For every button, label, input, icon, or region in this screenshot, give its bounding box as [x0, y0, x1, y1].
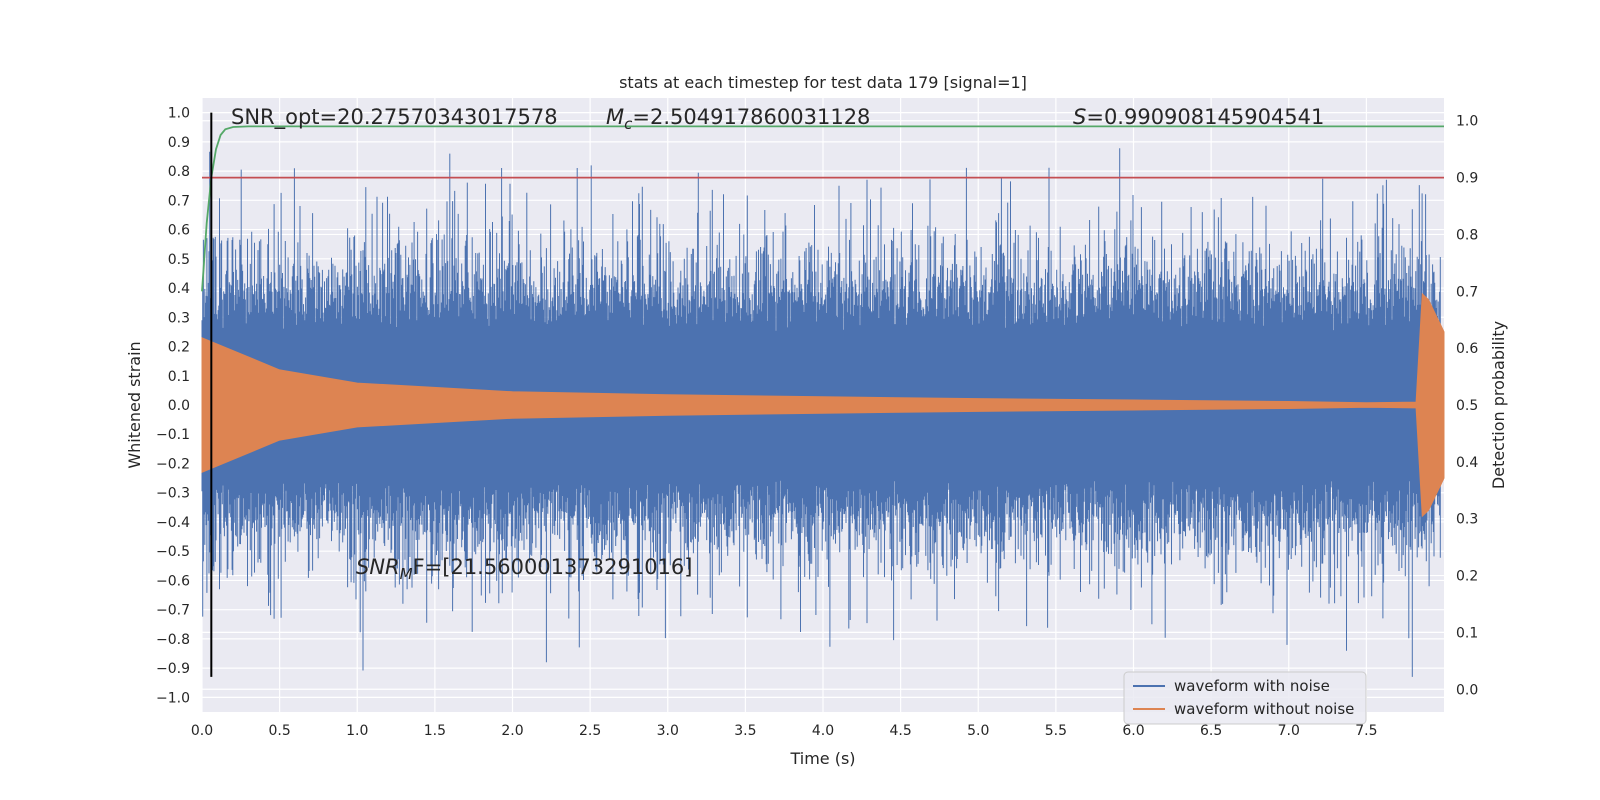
annotation-snr-mf: SNRMF=[21.560001373291016] [356, 555, 692, 583]
y-tick-label-right: 0.3 [1456, 512, 1478, 528]
annotation-s: S=0.990908145904541 [1073, 105, 1324, 129]
y-tick-label: −0.1 [156, 427, 190, 443]
y-tick-label-right: 0.5 [1456, 398, 1478, 414]
y-tick-label: 0.1 [168, 369, 190, 385]
x-tick-label: 6.0 [1122, 723, 1144, 739]
y-ticks-left: 1.0 0.9 0.8 0.7 0.6 0.5 0.4 0.3 0.2 0.1 0.0 −0.1 −0.… [156, 106, 190, 707]
y-tick-label-right: 0.6 [1456, 341, 1478, 357]
x-tick-label: 1.5 [424, 723, 446, 739]
x-tick-label: 0.0 [191, 723, 213, 739]
annotation-chirp-mass-value: =2.504917860031128 [632, 105, 870, 129]
y-tick-label: 0.5 [168, 252, 190, 268]
y-tick-label: −0.3 [156, 486, 190, 502]
x-tick-label: 5.0 [967, 723, 989, 739]
x-axis-label: Time (s) [789, 749, 855, 768]
y-tick-label: 0.0 [168, 398, 190, 414]
y-tick-label-right: 0.8 [1456, 227, 1478, 243]
x-tick-label: 6.5 [1200, 723, 1222, 739]
y-tick-label-right: 0.1 [1456, 625, 1478, 641]
y-tick-label-right: 0.0 [1456, 682, 1478, 698]
x-tick-label: 1.0 [346, 723, 368, 739]
y-tick-label: −0.8 [156, 632, 190, 648]
y-tick-label: 0.9 [168, 135, 190, 151]
y-tick-label: −0.5 [156, 544, 190, 560]
annotation-snr-mf-value: F=[21.560001373291016] [413, 555, 693, 579]
y-tick-label-right: 0.7 [1456, 284, 1478, 300]
x-tick-label: 4.5 [889, 723, 911, 739]
x-tick-label: 3.0 [657, 723, 679, 739]
series-detection-probability [201, 125, 1444, 292]
y-tick-label: 0.4 [168, 281, 190, 297]
x-tick-label: 7.5 [1355, 723, 1377, 739]
y-tick-label: −0.7 [156, 603, 190, 619]
y-ticks-right: 1.0 0.9 0.8 0.7 0.6 0.5 0.4 0.3 0.2 0.1 0.0 [1456, 114, 1478, 699]
x-tick-label: 5.5 [1045, 723, 1067, 739]
x-tick-label: 3.5 [734, 723, 756, 739]
y-tick-label: 0.7 [168, 193, 190, 209]
legend-box [1123, 671, 1367, 725]
chart-title: stats at each timestep for test data 179… [619, 73, 1027, 92]
y-tick-label: −0.6 [156, 573, 190, 589]
y-tick-label: −0.2 [156, 456, 190, 472]
y-axis-label-right: Detection probability [1489, 321, 1508, 489]
y-tick-label: 0.3 [168, 310, 190, 326]
annotation-chirp-mass: Mc=2.504917860031128 [606, 105, 870, 133]
clean-waveform-band [201, 292, 1445, 518]
x-tick-label: 7.0 [1278, 723, 1300, 739]
legend-label-clean: waveform without noise [1174, 700, 1354, 718]
y-tick-label: 0.8 [168, 164, 190, 180]
x-tick-label: 2.0 [501, 723, 523, 739]
y-tick-label-right: 0.9 [1456, 171, 1478, 187]
y-axis-label-left: Whitened strain [125, 341, 144, 468]
x-tick-label: 0.5 [268, 723, 290, 739]
y-tick-label: 0.2 [168, 340, 190, 356]
x-tick-label: 4.0 [812, 723, 834, 739]
legend: waveform with noise waveform without noi… [1123, 671, 1367, 725]
series-waveform-without-noise [201, 292, 1445, 518]
legend-label-noise: waveform with noise [1174, 677, 1330, 695]
y-tick-label: −0.9 [156, 661, 190, 677]
x-ticks: 0.0 0.5 1.0 1.5 2.0 2.5 3.0 3.5 4.0 4.5 5.0 5.5 6.0 6… [191, 723, 1378, 739]
annotation-s-value: =0.990908145904541 [1086, 105, 1324, 129]
y-tick-label-right: 0.4 [1456, 455, 1478, 471]
y-tick-label-right: 1.0 [1456, 114, 1478, 130]
detection-probability-line [201, 125, 1444, 292]
y-tick-label: −1.0 [156, 690, 190, 706]
y-tick-label-right: 0.2 [1456, 569, 1478, 585]
x-tick-label: 2.5 [579, 723, 601, 739]
y-tick-label: 1.0 [168, 106, 190, 122]
y-tick-label: −0.4 [156, 515, 190, 531]
y-tick-label: 0.6 [168, 223, 190, 239]
annotation-snr-opt: SNR_opt=20.27570343017578 [231, 105, 558, 130]
